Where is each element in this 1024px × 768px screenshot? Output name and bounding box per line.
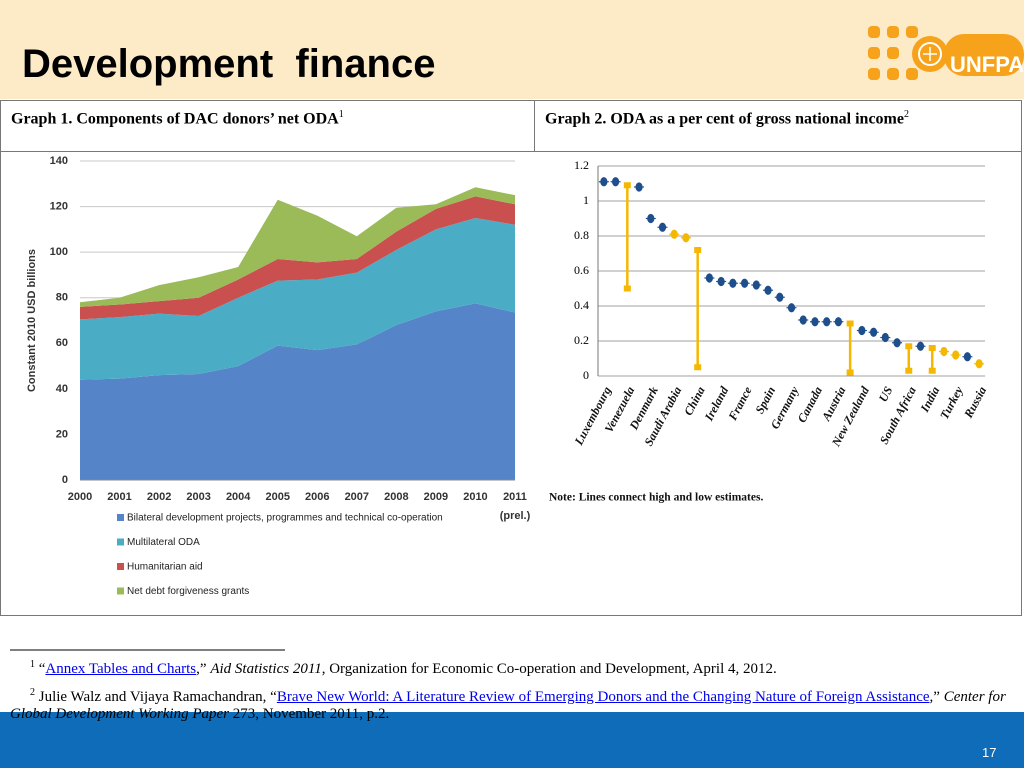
y-tick-label: 120 [50,200,68,212]
footnote-text: “ [38,661,46,677]
y-tick-label: 1 [583,193,589,207]
x-tick-label: 2000 [68,491,92,503]
y-tick-label: 1.2 [574,158,589,172]
header-text: Graph 2. ODA as a per cent of gross nati… [545,110,904,128]
x-tick-label: 2005 [265,491,289,503]
area [80,196,515,320]
range-low [905,367,913,374]
x-tick-label: 2003 [186,491,210,503]
header-note: 1 [338,109,344,120]
x-annotation: (prel.) [500,510,531,522]
range-low [846,369,854,376]
y-tick-label: 20 [56,428,68,440]
range-high [694,247,702,253]
area [80,217,515,380]
table-header: Graph 2. ODA as a per cent of gross nati… [535,101,1021,132]
range-high [623,182,631,189]
x-tick-label: 2010 [463,491,487,503]
footnote-rule [10,649,285,651]
legend-swatch [117,538,124,546]
x-tick-label: 2004 [226,491,251,503]
x-tick-label: 2007 [345,491,369,503]
footnote-number: 1 [30,659,35,670]
area [80,187,515,307]
range-high [928,345,936,351]
area [80,303,515,480]
footnote: 2 Julie Walz and Vijaya Ramachandran, “B… [10,684,1010,723]
footnote-text: Julie Walz and Vijaya Ramachandran, “ [35,689,277,705]
x-tick-label: 2002 [147,491,171,503]
footnote-text: 273, November 2011, p.2. [229,706,390,722]
x-tick-label: 2011 [503,491,527,503]
range-low [694,364,702,371]
footnote-source: Aid Statistics 2011 [210,661,322,677]
legend-label: Net debt forgiveness grants [127,586,249,597]
y-tick-label: 0.4 [574,298,589,312]
footnote-text: ,” [196,661,211,677]
header-text: Graph 1. Components of DAC donors’ net O… [11,110,339,128]
logo-text: UNFPA [950,52,1024,77]
header-band [0,0,1024,99]
y-tick-label: 100 [50,246,68,258]
y-tick-label: 0.2 [574,333,589,347]
page-number: 17 [982,745,997,760]
range-low [928,367,936,374]
footer-band [0,712,1024,768]
range-high [846,320,854,327]
range-high [905,343,913,350]
footnote-number: 2 [30,687,35,698]
legend-swatch [117,514,124,521]
chart-note: Note: Lines connect high and low estimat… [549,492,763,504]
y-tick-label: 0 [583,368,589,382]
table-header: Graph 1. Components of DAC donors’ net O… [1,101,553,132]
y-axis-label: Constant 2010 USD billions [26,249,38,392]
chart-frame [546,155,990,510]
y-tick-label: 0.6 [574,263,589,277]
y-tick-label: 140 [50,155,68,167]
range-low [623,285,631,292]
logo-mark [868,26,1024,80]
legend-swatch [117,563,124,570]
y-tick-label: 60 [56,337,68,349]
x-tick-label: 2009 [424,491,448,503]
y-tick-label: 80 [56,292,68,304]
y-tick-label: 40 [56,383,68,395]
y-tick-label: 0.8 [574,228,589,242]
footnote: 1 “Annex Tables and Charts,” Aid Statist… [10,655,1010,679]
footnote-source: Center for Global Development Working Pa… [10,689,1006,722]
header-note: 2 [903,109,909,120]
table-body [0,151,1022,616]
x-tick-label: US [876,384,896,404]
x-tick-label: 2006 [305,491,329,503]
footnote-link[interactable]: Annex Tables and Charts [45,661,197,677]
legend-label: Bilateral development projects, programm… [127,513,443,524]
slide-title: Development finance [22,42,436,86]
y-tick-label: 0 [62,474,68,486]
charts: 0 20 40 60 80 100 120 140 2000 2001 2002 2003 2004 20… [26,155,990,597]
footnotes: 1 “Annex Tables and Charts,” Aid Statist… [10,655,1010,723]
legend-label: Humanitarian aid [127,562,203,573]
legend-swatch [117,587,124,595]
footnote-text: ,” [929,689,944,705]
footnote-link[interactable]: Brave New World: A Literature Review of … [276,689,930,705]
footnote-text: , Organization for Economic Co-operation… [321,661,777,677]
legend-label: Multilateral ODA [127,537,200,548]
x-tick-label: 2008 [384,491,408,503]
x-tick-label: 2001 [107,491,131,503]
